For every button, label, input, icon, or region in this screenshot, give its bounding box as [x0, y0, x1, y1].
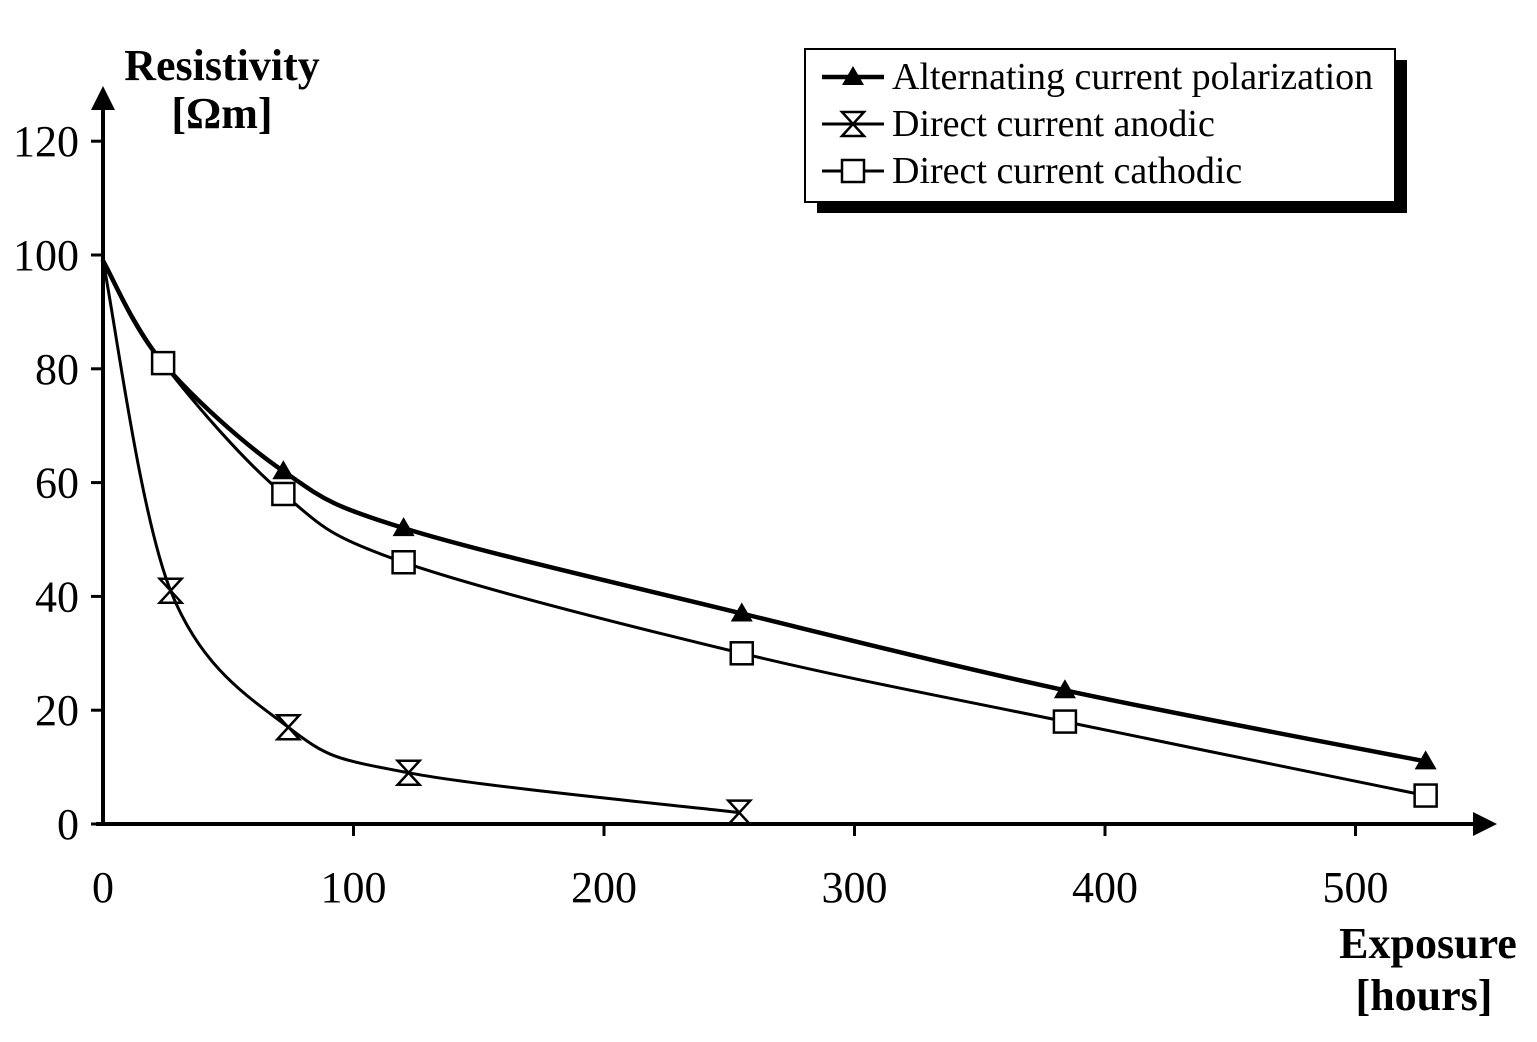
legend-label: Alternating current polarization: [892, 56, 1373, 98]
x-axis-unit: [hours]: [1356, 971, 1493, 1020]
data-point: [729, 641, 755, 666]
legend-label: Direct current cathodic: [892, 150, 1242, 192]
series-2: [101, 259, 754, 826]
x-tick-label: 0: [92, 863, 114, 912]
legend-marker: [839, 110, 867, 138]
data-point: [274, 714, 303, 741]
data-point: [1413, 783, 1438, 808]
x-axis-title: Exposure: [1339, 919, 1517, 968]
data-point: [730, 602, 753, 622]
data-point: [1414, 750, 1437, 770]
data-point: [1052, 709, 1078, 734]
series-3: [101, 259, 1438, 808]
series-1: [100, 258, 1437, 770]
x-tick-label: 200: [571, 863, 637, 912]
data-point: [394, 759, 423, 787]
data-point: [725, 799, 754, 826]
legend-box: [804, 48, 1396, 203]
data-point: [271, 481, 296, 507]
y-tick-label: 100: [13, 231, 79, 280]
data-point: [392, 517, 415, 537]
data-point: [391, 550, 416, 575]
y-tick-label: 20: [35, 686, 79, 735]
series-line: [101, 259, 741, 815]
legend-marker: [840, 158, 866, 184]
legend-label: Direct current anodic: [892, 103, 1215, 145]
x-tick-label: 400: [1072, 863, 1138, 912]
y-tick-label: 80: [35, 345, 79, 394]
data-point: [272, 460, 295, 480]
series-line: [100, 258, 1428, 764]
y-axis-title: Resistivity: [124, 41, 320, 90]
y-tick-label: 40: [35, 572, 79, 621]
data-point: [150, 350, 176, 376]
y-tick-label: 120: [13, 117, 79, 166]
y-tick-label: 0: [57, 800, 79, 849]
y-axis-unit: [Ωm]: [171, 89, 272, 138]
y-tick-label: 60: [35, 459, 79, 508]
series-line: [101, 259, 1428, 797]
data-point: [156, 577, 185, 604]
x-tick-label: 100: [321, 863, 387, 912]
data-point: [1053, 679, 1076, 699]
legend-marker: [842, 66, 864, 85]
x-tick-label: 300: [822, 863, 888, 912]
x-tick-label: 500: [1323, 863, 1389, 912]
legend: Alternating current polarization Direct c…: [804, 48, 1407, 213]
